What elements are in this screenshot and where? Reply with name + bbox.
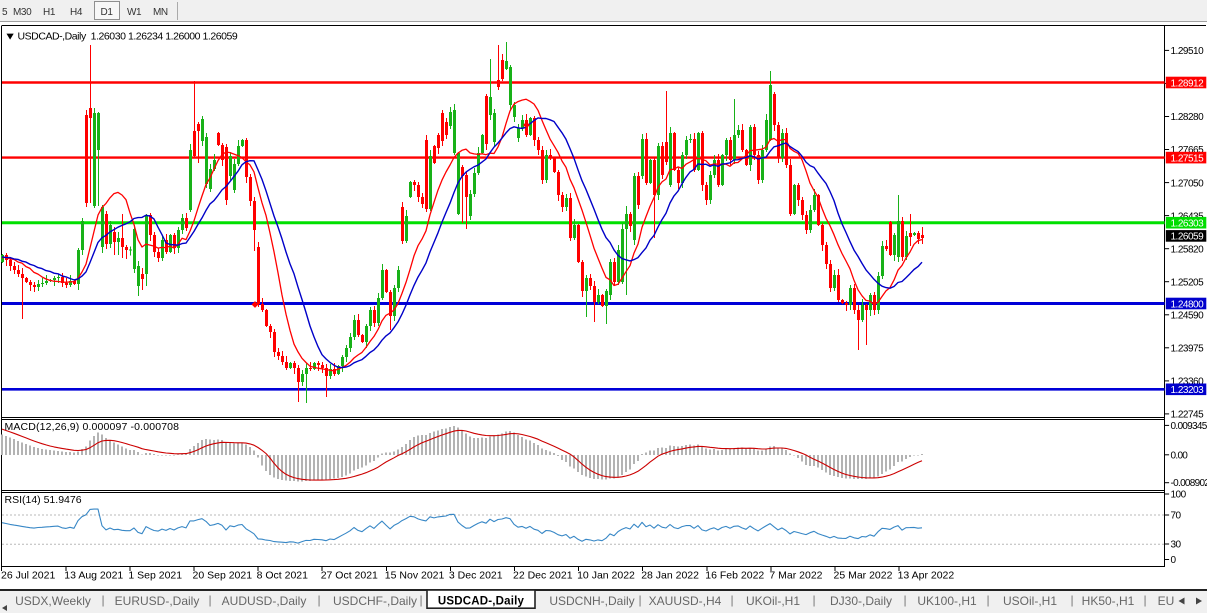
svg-text:1.26303: 1.26303 [1171, 219, 1205, 230]
svg-text:7 Mar 2022: 7 Mar 2022 [769, 570, 822, 582]
svg-text:UK100-,H1: UK100-,H1 [917, 594, 977, 608]
svg-text:1.28912: 1.28912 [1171, 78, 1205, 89]
svg-text:USDCAD-,Daily 1.26030 1.26234: USDCAD-,Daily 1.26030 1.26234 1.26000 1.… [18, 30, 238, 42]
svg-text:W1: W1 [127, 7, 142, 18]
svg-text:1.27515: 1.27515 [1171, 153, 1205, 164]
svg-text:|: | [1070, 593, 1073, 607]
svg-text:30: 30 [1171, 540, 1182, 551]
svg-text:1.22745: 1.22745 [1171, 410, 1205, 421]
svg-text:USDCNH-,Daily: USDCNH-,Daily [549, 594, 634, 608]
svg-text:20 Sep 2021: 20 Sep 2021 [193, 570, 253, 582]
svg-text:16 Feb 2022: 16 Feb 2022 [705, 570, 764, 582]
svg-text:1 Sep 2021: 1 Sep 2021 [128, 570, 182, 582]
svg-text:1.24590: 1.24590 [1171, 311, 1205, 322]
svg-text:28 Jan 2022: 28 Jan 2022 [641, 570, 699, 582]
svg-text:70: 70 [1171, 511, 1182, 522]
svg-text:|: | [812, 593, 815, 607]
svg-text:H1: H1 [43, 7, 56, 18]
svg-text:|: | [1143, 593, 1146, 607]
svg-text:UKOil-,H1: UKOil-,H1 [746, 594, 800, 608]
svg-text:8 Oct 2021: 8 Oct 2021 [257, 570, 309, 582]
svg-text:DJ30-,Daily: DJ30-,Daily [830, 594, 892, 608]
svg-text:0: 0 [1171, 555, 1177, 566]
svg-text:1.23203: 1.23203 [1171, 385, 1205, 396]
svg-text:|: | [419, 593, 422, 607]
svg-text:13 Aug 2021: 13 Aug 2021 [64, 570, 123, 582]
svg-text:H4: H4 [70, 7, 83, 18]
svg-text:22 Dec 2021: 22 Dec 2021 [513, 570, 573, 582]
svg-text:1.28280: 1.28280 [1171, 112, 1205, 123]
svg-text:|: | [730, 593, 733, 607]
svg-text:USDCHF-,Daily: USDCHF-,Daily [333, 594, 417, 608]
svg-text:27 Oct 2021: 27 Oct 2021 [321, 570, 378, 582]
svg-text:1.25820: 1.25820 [1171, 244, 1205, 255]
svg-text:15 Nov 2021: 15 Nov 2021 [385, 570, 445, 582]
svg-text:25 Mar 2022: 25 Mar 2022 [834, 570, 893, 582]
svg-text:EURUSD-,Daily: EURUSD-,Daily [115, 594, 200, 608]
svg-text:MN: MN [153, 7, 168, 18]
svg-text:MACD(12,26,9) 0.000097 -0.0007: MACD(12,26,9) 0.000097 -0.000708 [5, 421, 180, 433]
svg-text:HK50-,H1: HK50-,H1 [1082, 594, 1135, 608]
svg-text:|: | [638, 593, 641, 607]
svg-text:RSI(14) 51.9476: RSI(14) 51.9476 [5, 494, 82, 506]
svg-text:M30: M30 [13, 7, 32, 18]
svg-text:1.27665: 1.27665 [1171, 145, 1205, 156]
svg-text:D1: D1 [101, 7, 114, 18]
svg-text:|: | [903, 593, 906, 607]
svg-text:USDX,Weekly: USDX,Weekly [15, 594, 91, 608]
svg-text:AUDUSD-,Daily: AUDUSD-,Daily [222, 594, 307, 608]
svg-text:1.23360: 1.23360 [1171, 377, 1205, 388]
svg-text:EU: EU [1158, 594, 1175, 608]
svg-text:-0.008902: -0.008902 [1171, 478, 1207, 489]
svg-text:|: | [208, 593, 211, 607]
svg-text:5: 5 [2, 7, 8, 18]
svg-text:1.23975: 1.23975 [1171, 344, 1205, 355]
svg-text:USOil-,H1: USOil-,H1 [1003, 594, 1057, 608]
svg-text:1.25205: 1.25205 [1171, 277, 1205, 288]
svg-text:0.009345: 0.009345 [1171, 421, 1207, 432]
svg-text:1.24800: 1.24800 [1171, 299, 1205, 310]
svg-text:26 Jul 2021: 26 Jul 2021 [1, 570, 55, 582]
svg-text:USDCAD-,Daily: USDCAD-,Daily [438, 596, 525, 608]
svg-text:1.26059: 1.26059 [1171, 232, 1205, 243]
svg-text:1.29510: 1.29510 [1171, 46, 1205, 57]
svg-text:1.27050: 1.27050 [1171, 178, 1205, 189]
svg-text:|: | [101, 593, 104, 607]
svg-text:1.26435: 1.26435 [1171, 211, 1205, 222]
svg-text:0.00: 0.00 [1171, 450, 1189, 461]
svg-text:10 Jan 2022: 10 Jan 2022 [577, 570, 635, 582]
svg-text:100: 100 [1171, 490, 1187, 501]
svg-text:|: | [986, 593, 989, 607]
svg-text:13 Apr 2022: 13 Apr 2022 [898, 570, 955, 582]
svg-text:XAUUSD-,H4: XAUUSD-,H4 [649, 594, 722, 608]
svg-text:|: | [317, 593, 320, 607]
svg-text:3 Dec 2021: 3 Dec 2021 [449, 570, 503, 582]
